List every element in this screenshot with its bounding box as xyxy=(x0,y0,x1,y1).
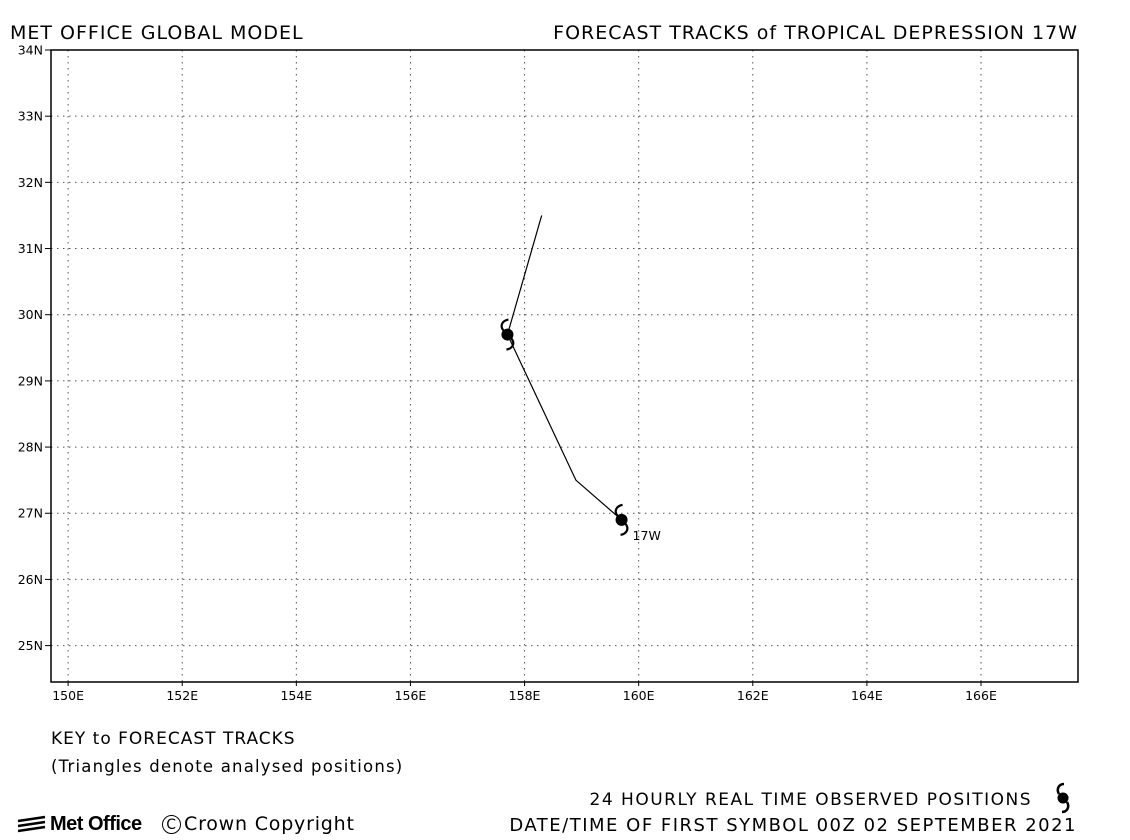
forecast-track-chart: 150E 152E 154E 156E 158E 160E 162E 164E 166E 25N 2… xyxy=(18,43,1079,704)
cyclone-arm-top xyxy=(500,318,509,332)
first-symbol-datetime: DATE/TIME OF FIRST SYMBOL 00Z 02 SEPTEMB… xyxy=(509,815,1077,836)
met-office-logo: Met Office xyxy=(17,813,142,836)
observed-positions-label: 24 HOURLY REAL TIME OBSERVED POSITIONS xyxy=(589,790,1032,810)
x-tick-label: 160E xyxy=(623,688,655,703)
met-office-wave-icon xyxy=(17,815,46,832)
cyclone-arm-top xyxy=(614,503,623,517)
cyclone-center xyxy=(615,513,628,526)
y-tick-label: 34N xyxy=(18,43,43,58)
plot-frame xyxy=(50,49,1079,683)
y-tick-label: 33N xyxy=(18,109,43,124)
x-tick-label: 162E xyxy=(737,688,769,703)
copyright-symbol: C xyxy=(162,814,181,834)
y-tick-label: 32N xyxy=(18,175,43,190)
header-chart-title: FORECAST TRACKS of TROPICAL DEPRESSION 1… xyxy=(553,22,1078,44)
x-tick-label: 166E xyxy=(965,688,997,703)
key-subtitle: (Triangles denote analysed positions) xyxy=(51,757,404,776)
forecast-track-line xyxy=(506,215,622,521)
observed-position-cyclone-icon xyxy=(614,503,629,536)
y-tick-label: 25N xyxy=(18,638,43,653)
axis-ticks: 150E 152E 154E 156E 158E 160E 162E 164E 166E 25N 2… xyxy=(18,43,997,704)
x-tick-label: 154E xyxy=(280,688,312,703)
copyright-text: Crown Copyright xyxy=(184,813,355,835)
y-tick-label: 31N xyxy=(18,241,43,256)
y-tick-label: 28N xyxy=(18,440,43,455)
x-tick-label: 158E xyxy=(509,688,541,703)
x-tick-label: 152E xyxy=(166,688,198,703)
y-tick-label: 30N xyxy=(18,307,43,322)
cyclone-arm-bottom xyxy=(506,337,515,351)
cyclone-center xyxy=(501,328,514,341)
logo-text: Met Office xyxy=(50,813,142,835)
y-tick-label: 29N xyxy=(18,373,43,388)
cyclone-arm-bottom xyxy=(620,523,629,536)
storm-name-label: 17W xyxy=(633,528,661,543)
grid-lines xyxy=(51,50,1078,682)
copyright-notice: C Crown Copyright xyxy=(162,813,355,835)
observed-position-cyclone-icon xyxy=(500,318,515,351)
y-tick-label: 27N xyxy=(18,506,43,521)
cyclone-symbol-icon xyxy=(1056,782,1070,814)
track-layer: 17W xyxy=(500,215,661,543)
y-tick-label: 26N xyxy=(18,572,43,587)
key-title: KEY to FORECAST TRACKS xyxy=(51,729,296,749)
x-tick-label: 156E xyxy=(395,688,427,703)
x-tick-label: 164E xyxy=(851,688,883,703)
x-tick-label: 150E xyxy=(52,688,84,703)
header-model-title: MET OFFICE GLOBAL MODEL xyxy=(10,22,304,44)
